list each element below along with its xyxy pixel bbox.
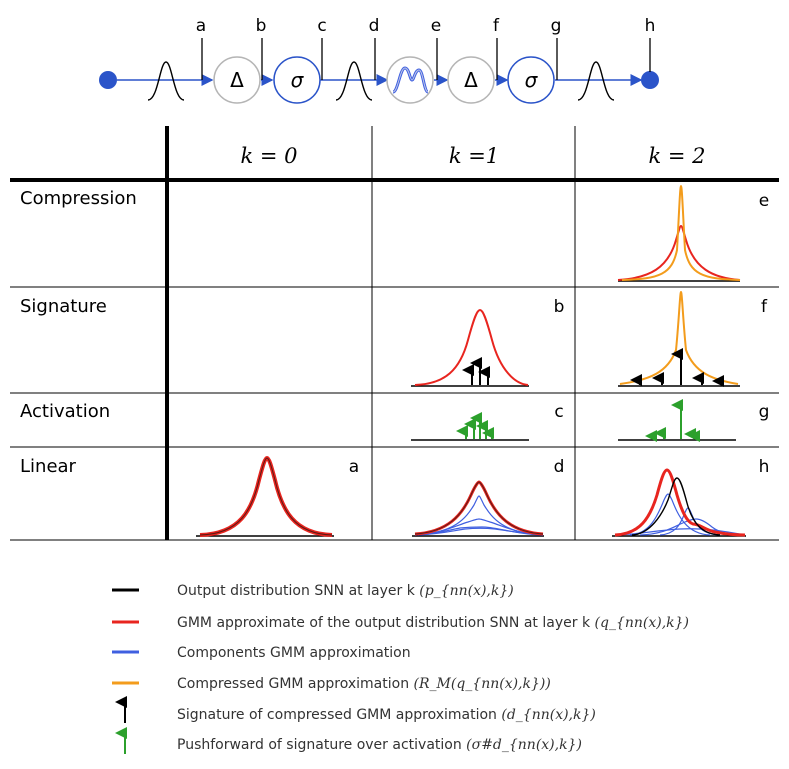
gaussian-bump [147,61,185,101]
cell-label-h: h [759,457,770,477]
column-header-k0: k = 0 [240,144,297,168]
legend-item-components-gmm: Components GMM approximation [177,645,411,661]
sigma-node-2 [507,56,555,104]
delta-symbol: Δ [464,68,478,92]
plot-compression-k2 [617,184,741,282]
gaussian-bump [577,61,615,101]
plot-activation-k2 [618,399,736,442]
plot-linear-k0 [196,455,334,537]
cell-label-e: e [759,191,769,211]
delta-node-2 [447,56,495,104]
gaussian-bump [335,61,373,101]
row-header-activation: Activation [20,401,110,422]
plot-linear-k1 [412,480,544,537]
cell-label-g: g [759,402,770,422]
sigma-symbol: σ [525,68,539,92]
cell-label-c: c [554,402,563,422]
cell-label-f: f [761,297,768,317]
gmm-node [386,56,434,104]
tap-label-d: d [369,16,380,36]
sigma-node-1 [273,56,321,104]
cell-label-d: d [554,457,565,477]
plot-signature-k1 [411,308,529,387]
column-header-k2: k = 2 [648,144,705,168]
row-header-signature: Signature [20,296,107,317]
sigma-symbol: σ [291,68,305,92]
row-header-compression: Compression [20,188,137,209]
start-node [99,71,117,89]
tap-label-f: f [493,16,500,36]
plot-activation-k1 [411,412,529,441]
column-header-k1: k =1 [449,144,499,168]
delta-node-1 [213,56,261,104]
legend-item-pushforward: Pushforward of signature over activation… [177,737,582,753]
tap-label-g: g [551,16,562,36]
tap-lines [201,38,651,80]
plot-linear-k2 [612,468,746,537]
tap-label-h: h [645,16,656,36]
table-grid [10,126,779,541]
end-node [641,71,659,89]
plot-signature-k2 [618,290,740,387]
legend-item-signature: Signature of compressed GMM approximatio… [177,707,596,723]
legend-item-compressed-gmm: Compressed GMM approximation (R_M(q_{nn(… [177,676,551,692]
tap-label-c: c [317,16,326,36]
cell-label-b: b [554,297,565,317]
pipeline: Δ σ Δ σ a b c d e f [99,16,659,104]
cell-label-a: a [349,457,359,477]
tap-label-b: b [256,16,267,36]
legend: Output distribution SNN at layer k (p_{n… [112,583,689,754]
row-header-linear: Linear [20,456,77,477]
tap-label-e: e [431,16,441,36]
legend-item-output-distribution: Output distribution SNN at layer k (p_{n… [177,583,514,599]
delta-symbol: Δ [230,68,244,92]
legend-item-gmm-approximate: GMM approximate of the output distributi… [177,615,689,631]
tap-label-a: a [196,16,206,36]
